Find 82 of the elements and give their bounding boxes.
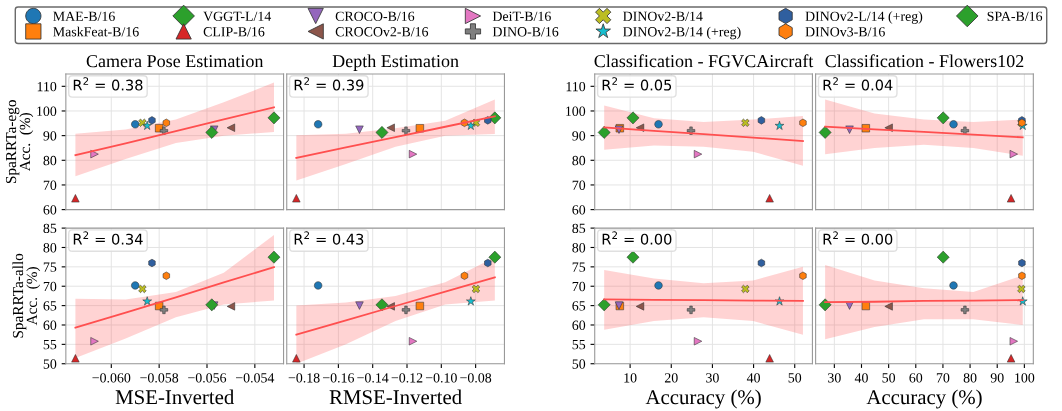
y-tick-label: 55 (43, 340, 57, 350)
y-tick-label: 90 (572, 131, 586, 141)
x-tick-label: 50 (788, 373, 802, 383)
annotation: R$^{2}$ = 0.04 (823, 77, 893, 91)
legend-label: DINOv3-B/16 (805, 27, 885, 37)
x-tick-label: 80 (963, 373, 977, 383)
x-tick-label: −0.12 (391, 373, 423, 383)
x-axis-title: MSE-Inverted (115, 389, 235, 405)
x-tick-label: −0.056 (188, 373, 227, 383)
x-tick-label: 10 (624, 373, 637, 383)
y-tick-label: 90 (43, 131, 57, 141)
x-tick-label: −0.08 (460, 373, 492, 383)
x-axis-title: Accuracy (%) (866, 389, 982, 409)
chart-title: Depth Estimation (332, 54, 459, 71)
y-tick-label: 65 (43, 301, 57, 311)
x-tick-label: 90 (990, 373, 1004, 383)
x-tick-label: 60 (909, 373, 923, 383)
legend-label: DINO-B/16 (492, 27, 559, 37)
y-tick-label: 80 (572, 155, 586, 166)
y-tick-label: 75 (572, 262, 586, 272)
y-tick-label: 80 (43, 155, 57, 166)
annotation: R$^{2}$ = 0.43 (294, 231, 364, 245)
y-tick-label: 60 (572, 205, 586, 215)
y-tick-label: 75 (43, 262, 57, 272)
legend-label: DeiT-B/16 (492, 11, 551, 21)
x-tick-label: 70 (936, 373, 950, 383)
y-tick-label: 70 (572, 281, 586, 292)
x-tick-label: 100 (1015, 373, 1035, 383)
x-tick-label: 40 (746, 373, 760, 383)
y-tick-label: 80 (43, 243, 57, 253)
y-axis-title: SpaRRTa-ego Acc. (%) (5, 100, 34, 184)
annotation: R$^{2}$ = 0.34 (73, 231, 143, 245)
legend-label: SPA-B/16 (987, 11, 1043, 21)
annotation: R$^{2}$ = 0.39 (294, 77, 364, 91)
x-tick-label: 50 (882, 373, 896, 383)
chart-title: Camera Pose Estimation (86, 55, 264, 68)
y-axis-title: SpaRRTa-allo Acc. (%) (12, 253, 41, 338)
x-tick-label: −0.16 (323, 373, 355, 383)
legend-label: MAE-B/16 (53, 11, 115, 21)
y-tick-label: 60 (43, 320, 57, 330)
y-tick-label: 60 (572, 320, 586, 330)
x-tick-label: −0.058 (140, 373, 179, 383)
y-tick-label: 70 (43, 180, 57, 190)
y-tick-label: 50 (43, 359, 57, 369)
x-tick-label: −0.060 (92, 373, 131, 383)
chart-title: Classification - FGVCAircraft (594, 54, 814, 68)
x-tick-label: −0.18 (288, 373, 320, 383)
legend-label: DINOv2-L/14 (+reg) (805, 11, 923, 24)
x-tick-label: 20 (664, 373, 678, 383)
y-tick-label: 60 (43, 205, 57, 215)
y-tick-label: 50 (572, 359, 586, 369)
x-tick-label: 40 (854, 373, 868, 383)
y-tick-label: 70 (572, 180, 586, 190)
annotation: R$^{2}$ = 0.00 (823, 231, 893, 245)
x-tick-label: 30 (828, 373, 841, 383)
x-tick-label: −0.10 (425, 373, 457, 383)
x-axis-title: Accuracy (%) (645, 389, 761, 409)
y-tick-label: 110 (566, 81, 586, 92)
legend-label: VGGT-L/14 (203, 11, 272, 22)
legend-label: CLIP-B/16 (203, 27, 265, 37)
x-tick-label: −0.054 (236, 373, 275, 383)
y-tick-label: 70 (43, 281, 57, 292)
legend-label: DINOv2-B/14 (+reg) (623, 26, 741, 40)
annotation: R$^{2}$ = 0.38 (73, 77, 143, 91)
y-tick-label: 80 (572, 243, 586, 253)
legend-label: CROCO-B/16 (335, 11, 415, 21)
y-tick-label: 85 (43, 223, 57, 234)
chart-title: Classification - Flowers102 (825, 54, 1024, 68)
y-tick-label: 100 (37, 106, 57, 116)
y-tick-label: 65 (572, 301, 586, 311)
x-tick-label: 30 (706, 373, 719, 383)
y-tick-label: 100 (566, 106, 586, 116)
annotation: R$^{2}$ = 0.05 (602, 77, 672, 91)
y-tick-label: 110 (37, 81, 57, 92)
x-axis-title: RMSE-Inverted (329, 389, 462, 405)
legend-label: DINOv2-B/14 (623, 11, 703, 21)
legend-label: CROCOv2-B/16 (335, 27, 429, 37)
legend-label: MaskFeat-B/16 (53, 26, 139, 37)
x-tick-label: −0.14 (357, 373, 389, 383)
y-tick-label: 85 (572, 223, 586, 234)
annotation: R$^{2}$ = 0.00 (602, 231, 672, 245)
y-tick-label: 55 (572, 340, 586, 350)
